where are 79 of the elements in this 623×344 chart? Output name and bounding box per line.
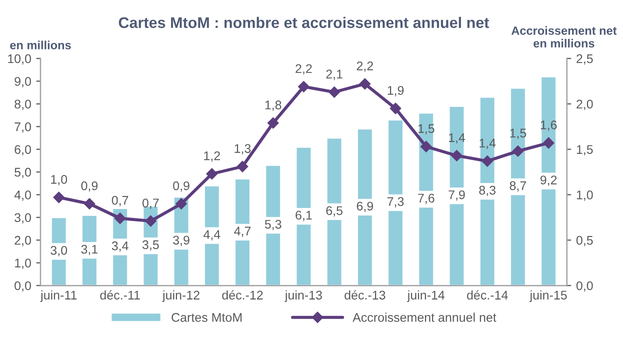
data-label: 0,7 [142,198,159,209]
y2-tick-label: 1,0 [576,190,593,201]
point [298,81,310,92]
data-label: 3,0 [50,246,68,256]
x-tick-label: déc.-14 [467,290,508,300]
data-label: 6,9 [356,202,374,212]
data-label: 0,9 [81,181,98,192]
point [512,146,524,157]
data-label: 1,0 [51,174,68,186]
point [542,137,554,149]
x-tick-label: juin-12 [162,290,200,302]
bar [356,128,374,286]
data-label: 5,3 [264,220,282,230]
x-tick-label: déc.-13 [344,290,386,300]
y-tick-label: 2,0 [14,236,31,246]
point [236,160,248,172]
data-label: 1,2 [204,151,220,162]
x-tick-label: juin-13 [284,290,322,302]
data-label: 0,7 [112,196,128,206]
point [390,102,402,114]
point [206,168,218,180]
data-label: 7,6 [418,194,434,204]
point [482,155,493,167]
x-tick-label: déc.-11 [100,290,140,300]
y-axis-title: en millions [10,40,71,50]
legend-label: Accroissement annuel net [352,312,496,322]
data-label: 7,3 [387,197,404,208]
x-tick-label: juin-15 [530,290,567,302]
data-label: 7,9 [448,190,465,201]
point [451,150,462,162]
y-tick-label: 5,0 [14,168,31,178]
data-label: 8,3 [479,186,496,196]
data-label: 8,7 [510,181,526,192]
point [84,198,96,210]
y-tick-label: 6,0 [14,145,31,156]
y-tick-label: 7,0 [14,122,31,133]
y2-tick-label: 0,0 [576,281,593,292]
point [114,212,126,224]
point [176,198,187,210]
data-label: 1,3 [234,144,251,154]
data-label: 4,7 [234,226,251,237]
data-label: 9,2 [540,176,557,186]
point [420,140,432,152]
legend-label: Cartes MtoM [172,312,242,322]
data-label: 1,8 [265,100,282,111]
x-tick-label: juin-14 [407,290,445,302]
data-label: 6,5 [326,206,342,217]
data-label: 2,1 [326,70,342,80]
bar [387,119,404,286]
y2-tick-label: 1,5 [576,145,593,156]
data-label: 3,9 [173,236,190,246]
y-tick-label: 1,0 [15,258,31,269]
y-tick-label: 9,0 [14,76,31,88]
y2-axis-title: Accroissement net en millions [511,26,617,48]
point [359,78,371,90]
y-tick-label: 10,0 [8,54,31,65]
data-label: 6,1 [296,210,312,222]
y-tick-label: 4,0 [14,190,31,201]
x-tick-label: déc.-12 [222,290,263,300]
data-label: 3,1 [81,244,98,256]
y2-tick-label: 2,5 [576,54,593,65]
chart-title: Cartes MtoM : nombre et accroissement annuel net [118,16,490,28]
data-label: 2,2 [356,61,373,72]
y2-tick-label: 2,0 [576,100,593,110]
data-label: 3,4 [112,241,128,252]
y-tick-label: 0,0 [14,281,31,292]
y-tick-label: 8,0 [14,100,31,110]
data-label: 2,2 [296,64,312,75]
y-tick-label: 3,0 [14,213,31,224]
point [268,117,279,129]
data-label: 0,9 [173,181,190,192]
data-label: 3,5 [142,240,159,251]
point [145,215,156,227]
data-label: 4,4 [203,230,220,240]
point [328,86,340,98]
data-label: 1,9 [388,86,404,96]
y2-tick-label: 0,5 [576,236,593,246]
x-tick-label: juin-11 [40,290,77,302]
point [53,192,64,204]
